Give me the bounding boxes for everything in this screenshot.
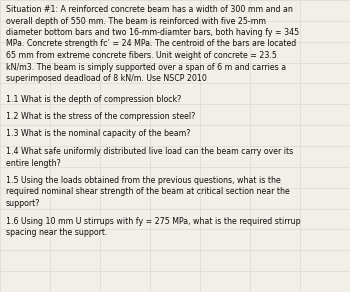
Text: Situation #1: A reinforced concrete beam has a width of 300 mm and an: Situation #1: A reinforced concrete beam…: [6, 5, 293, 14]
Text: 1.4 What safe uniformly distributed live load can the beam carry over its: 1.4 What safe uniformly distributed live…: [6, 147, 293, 156]
Text: spacing near the support.: spacing near the support.: [6, 228, 107, 237]
Text: 1.3 What is the nominal capacity of the beam?: 1.3 What is the nominal capacity of the …: [6, 129, 190, 138]
Text: support?: support?: [6, 199, 40, 208]
Text: 1.6 Using 10 mm U stirrups with fy = 275 MPa, what is the required stirrup: 1.6 Using 10 mm U stirrups with fy = 275…: [6, 216, 301, 225]
Text: overall depth of 550 mm. The beam is reinforced with five 25-mm: overall depth of 550 mm. The beam is rei…: [6, 17, 266, 25]
Text: MPa. Concrete strength fc’ = 24 MPa. The centroid of the bars are located: MPa. Concrete strength fc’ = 24 MPa. The…: [6, 39, 296, 48]
Text: 1.5 Using the loads obtained from the previous questions, what is the: 1.5 Using the loads obtained from the pr…: [6, 176, 281, 185]
Text: entire length?: entire length?: [6, 159, 61, 168]
Text: 1.2 What is the stress of the compression steel?: 1.2 What is the stress of the compressio…: [6, 112, 195, 121]
Text: kN/m3. The beam is simply supported over a span of 6 m and carries a: kN/m3. The beam is simply supported over…: [6, 62, 286, 72]
Text: required nominal shear strength of the beam at critical section near the: required nominal shear strength of the b…: [6, 187, 290, 197]
Text: 1.1 What is the depth of compression block?: 1.1 What is the depth of compression blo…: [6, 95, 181, 103]
Text: diameter bottom bars and two 16-mm-diamter bars, both having fy = 345: diameter bottom bars and two 16-mm-diamt…: [6, 28, 299, 37]
Text: superimposed deadload of 8 kN/m. Use NSCP 2010: superimposed deadload of 8 kN/m. Use NSC…: [6, 74, 207, 83]
Text: 65 mm from extreme concrete fibers. Unit weight of concrete = 23.5: 65 mm from extreme concrete fibers. Unit…: [6, 51, 277, 60]
